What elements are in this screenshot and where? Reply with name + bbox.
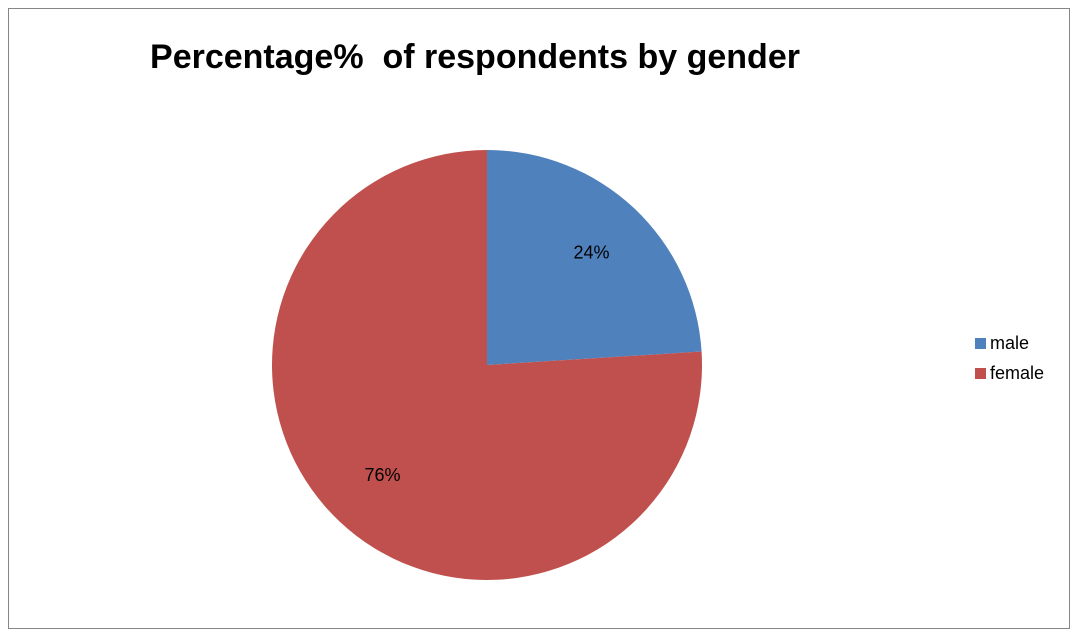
pie-slice-female <box>272 150 702 580</box>
legend-item-female: female <box>975 360 1044 386</box>
pie-slice-male <box>487 150 702 365</box>
slice-label-male: 24% <box>573 242 609 262</box>
legend-swatch-male <box>975 337 986 349</box>
legend-swatch-female <box>975 367 986 379</box>
legend-label-female: female <box>990 362 1045 383</box>
chart-title: Percentage% of respondents by gender <box>150 38 800 76</box>
legend: male female <box>975 330 1044 390</box>
slice-label-female: 76% <box>364 465 400 485</box>
legend-item-male: male <box>975 330 1044 356</box>
legend-label-male: male <box>990 332 1030 353</box>
